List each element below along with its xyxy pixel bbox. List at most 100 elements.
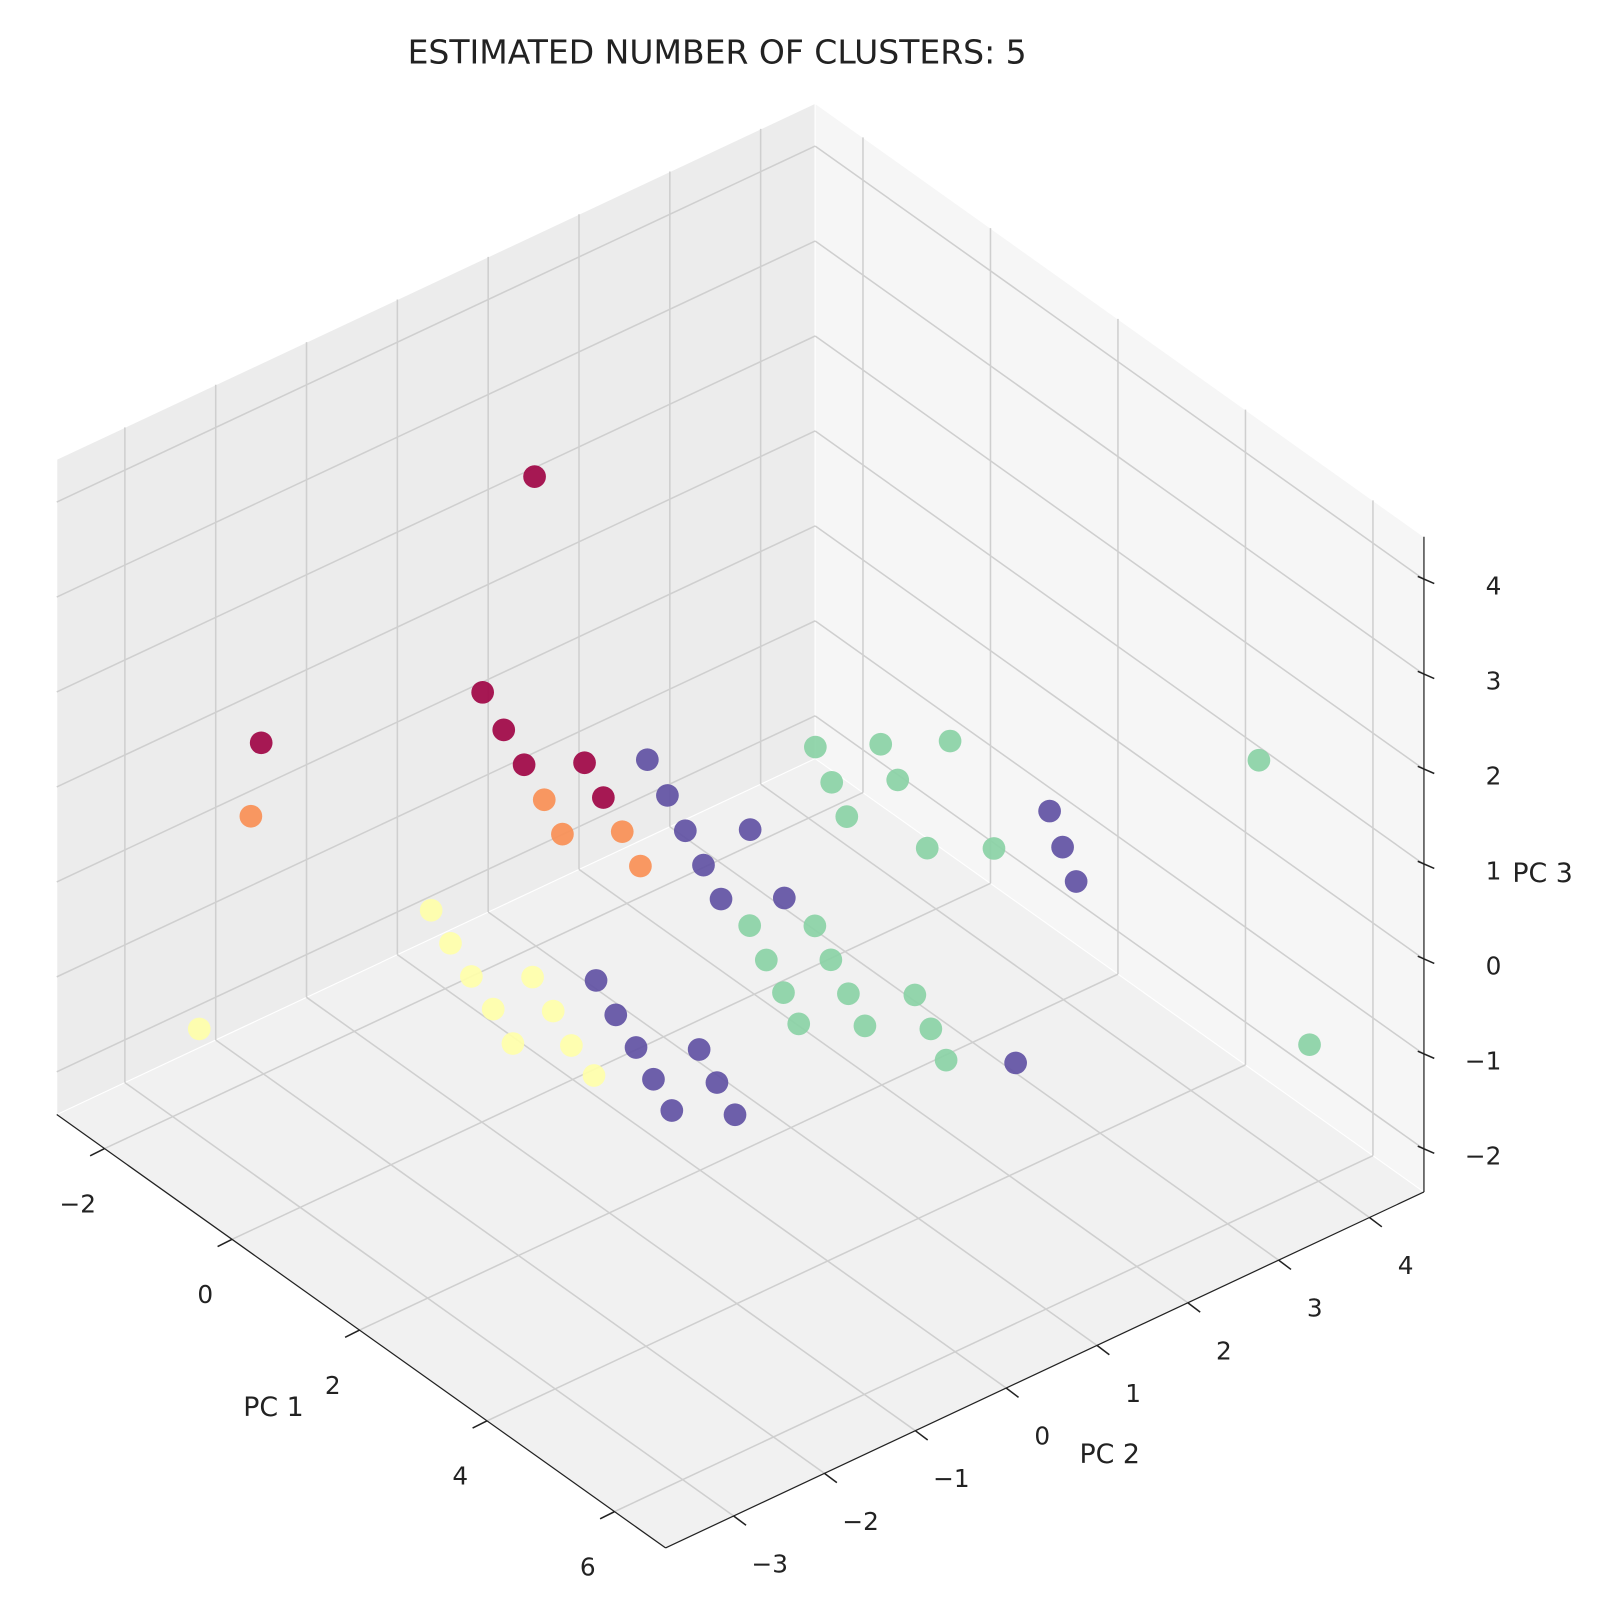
- axis-line: [665, 1191, 1425, 1549]
- z-tick-label: 2: [1486, 762, 1502, 791]
- z-tick-label: 1: [1486, 857, 1502, 886]
- data-point: [787, 1012, 811, 1036]
- data-point: [419, 898, 443, 922]
- data-point: [660, 1099, 684, 1122]
- data-point: [471, 680, 495, 704]
- z-tick-label: 3: [1486, 667, 1502, 696]
- grid-line: [56, 525, 816, 883]
- data-point: [934, 1048, 958, 1072]
- z-tick-label: −2: [1465, 1141, 1501, 1170]
- x-axis-label: PC 1: [243, 1392, 303, 1423]
- data-point: [481, 997, 505, 1021]
- data-point: [604, 1003, 628, 1027]
- data-point: [532, 788, 556, 812]
- axis-line: [56, 1114, 666, 1549]
- data-point: [772, 886, 796, 910]
- data-point: [573, 751, 596, 775]
- data-point: [673, 819, 697, 843]
- data-point: [560, 1034, 583, 1057]
- z-tick-label: 4: [1486, 572, 1502, 601]
- grid-line: [814, 240, 1425, 676]
- grid-line: [814, 525, 1425, 960]
- y-tick-label: −3: [752, 1549, 789, 1578]
- data-point: [804, 735, 827, 759]
- data-point: [629, 854, 652, 878]
- data-point: [938, 729, 962, 753]
- tick-mark: [1368, 1216, 1383, 1228]
- data-point: [919, 1017, 943, 1041]
- data-point: [239, 804, 263, 828]
- x-tick-label: 2: [325, 1371, 341, 1400]
- data-point: [819, 948, 843, 972]
- grid-line: [669, 826, 1280, 1261]
- grid-line: [306, 996, 916, 1432]
- data-point: [772, 981, 795, 1004]
- x-tick-label: 0: [197, 1280, 213, 1309]
- data-point: [982, 837, 1006, 860]
- grid-line: [814, 620, 1425, 1055]
- data-point: [1038, 799, 1061, 823]
- data-point: [521, 965, 544, 989]
- data-point: [635, 748, 659, 772]
- grid-line: [231, 882, 991, 1241]
- z-tick-label: −1: [1465, 1047, 1501, 1076]
- data-point: [460, 965, 483, 988]
- data-point: [187, 1017, 211, 1041]
- data-point: [624, 1036, 648, 1059]
- tick-mark: [1417, 670, 1435, 680]
- grid-line: [359, 973, 1119, 1331]
- grid-line: [56, 145, 816, 503]
- data-point: [754, 948, 778, 972]
- grid-line: [814, 430, 1425, 865]
- grid-line: [814, 335, 1425, 771]
- x-tick-label: 6: [580, 1552, 596, 1581]
- y-tick-label: −1: [933, 1464, 970, 1493]
- data-point: [656, 784, 679, 807]
- data-point: [886, 768, 910, 792]
- tick-mark: [472, 1420, 488, 1429]
- tick-mark: [1417, 860, 1435, 870]
- data-point: [512, 753, 536, 777]
- grid-line: [578, 868, 1189, 1304]
- grid-line: [215, 1039, 825, 1474]
- grid-line: [814, 715, 1425, 1150]
- data-point: [1298, 1033, 1321, 1057]
- data-point: [709, 887, 733, 911]
- data-point: [738, 818, 762, 842]
- data-point: [610, 820, 634, 844]
- data-point: [705, 1071, 729, 1094]
- grid-line: [396, 954, 1007, 1389]
- data-point: [1064, 870, 1088, 893]
- data-point: [439, 931, 462, 955]
- tick-mark: [1278, 1259, 1292, 1271]
- data-point: [738, 914, 762, 937]
- tick-mark: [1005, 1387, 1019, 1398]
- tick-mark: [1417, 1145, 1435, 1155]
- data-point: [687, 1038, 711, 1061]
- tick-mark: [1417, 1050, 1435, 1060]
- data-point: [582, 1064, 606, 1087]
- data-point: [869, 732, 893, 756]
- y-tick-label: 3: [1307, 1294, 1323, 1323]
- y-tick-label: −2: [842, 1507, 879, 1536]
- y-tick-label: 1: [1125, 1379, 1141, 1408]
- data-point: [541, 999, 565, 1023]
- tick-mark: [217, 1238, 233, 1248]
- tick-mark: [1417, 575, 1435, 585]
- data-point: [692, 853, 715, 877]
- tick-mark: [1096, 1344, 1110, 1356]
- grid-line: [760, 783, 1370, 1219]
- data-point: [1004, 1051, 1027, 1075]
- x-tick-label: 4: [452, 1462, 468, 1491]
- data-point: [723, 1103, 747, 1127]
- data-point: [492, 718, 516, 742]
- grid-line: [56, 240, 816, 598]
- y-tick-label: 4: [1398, 1251, 1414, 1280]
- tick-mark: [733, 1515, 747, 1526]
- tick-mark: [824, 1472, 838, 1484]
- grid-line: [814, 145, 1425, 581]
- data-point: [835, 805, 859, 828]
- tick-mark: [599, 1510, 615, 1520]
- tick-mark: [344, 1329, 360, 1339]
